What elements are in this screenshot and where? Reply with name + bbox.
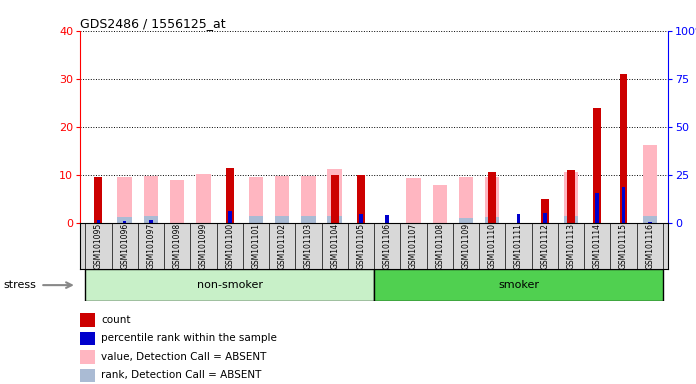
Bar (564, 215, 578, 223)
Bar (118, 217, 132, 223)
Text: smoker: smoker (498, 280, 539, 290)
Text: GSM101097: GSM101097 (146, 223, 155, 269)
Bar (123, 221, 127, 223)
Bar (485, 177, 500, 223)
Text: GSM101096: GSM101096 (120, 223, 129, 269)
Bar (485, 217, 500, 223)
Text: GSM101115: GSM101115 (619, 223, 628, 269)
Text: GSM101095: GSM101095 (94, 223, 103, 269)
Bar (459, 177, 473, 223)
Bar (301, 176, 316, 223)
Bar (406, 177, 420, 223)
Bar (642, 215, 657, 223)
Bar (567, 170, 575, 223)
Text: GSM101107: GSM101107 (409, 223, 418, 269)
Text: GSM101104: GSM101104 (330, 223, 339, 269)
Text: GSM101100: GSM101100 (226, 223, 234, 269)
Bar (543, 213, 546, 223)
Text: GSM101105: GSM101105 (356, 223, 365, 269)
Text: stress: stress (3, 280, 36, 290)
Bar (97, 220, 100, 223)
Bar (564, 172, 578, 223)
Text: GSM101110: GSM101110 (488, 223, 497, 269)
Bar (459, 218, 473, 223)
Bar (648, 222, 651, 223)
Bar (196, 174, 211, 223)
Bar (170, 180, 184, 223)
Bar (432, 185, 447, 223)
Bar (374, 269, 663, 301)
Bar (228, 211, 232, 223)
Text: value, Detection Call = ABSENT: value, Detection Call = ABSENT (101, 352, 267, 362)
Bar (328, 215, 342, 223)
Bar (86, 269, 374, 301)
Bar (541, 199, 548, 223)
Bar (118, 177, 132, 223)
Bar (331, 175, 339, 223)
Text: GSM101098: GSM101098 (173, 223, 182, 269)
Bar (622, 187, 625, 223)
Bar (149, 220, 152, 223)
Bar (642, 145, 657, 223)
Bar (226, 167, 234, 223)
Text: GDS2486 / 1556125_at: GDS2486 / 1556125_at (80, 17, 226, 30)
Text: non-smoker: non-smoker (197, 280, 262, 290)
Bar (275, 215, 290, 223)
Text: GSM101099: GSM101099 (199, 223, 208, 269)
Text: GSM101111: GSM101111 (514, 223, 523, 269)
Bar (593, 108, 601, 223)
Bar (596, 193, 599, 223)
Text: rank, Detection Call = ABSENT: rank, Detection Call = ABSENT (101, 370, 261, 381)
Text: GSM101106: GSM101106 (383, 223, 392, 269)
Bar (275, 176, 290, 223)
Text: GSM101113: GSM101113 (567, 223, 576, 269)
Bar (248, 177, 263, 223)
Bar (248, 215, 263, 223)
Bar (95, 177, 102, 223)
Bar (143, 176, 158, 223)
Bar (328, 169, 342, 223)
Bar (143, 215, 158, 223)
Text: GSM101108: GSM101108 (435, 223, 444, 269)
Bar (301, 215, 316, 223)
Text: GSM101116: GSM101116 (645, 223, 654, 269)
Text: count: count (101, 315, 130, 325)
Text: GSM101101: GSM101101 (251, 223, 260, 269)
Text: GSM101114: GSM101114 (593, 223, 602, 269)
Bar (357, 175, 365, 223)
Text: GSM101102: GSM101102 (278, 223, 287, 269)
Text: GSM101109: GSM101109 (461, 223, 470, 269)
Bar (619, 74, 628, 223)
Bar (489, 172, 496, 223)
Bar (386, 215, 389, 223)
Text: GSM101112: GSM101112 (540, 223, 549, 269)
Text: GSM101103: GSM101103 (304, 223, 313, 269)
Bar (516, 214, 521, 223)
Text: percentile rank within the sample: percentile rank within the sample (101, 333, 277, 344)
Bar (359, 214, 363, 223)
